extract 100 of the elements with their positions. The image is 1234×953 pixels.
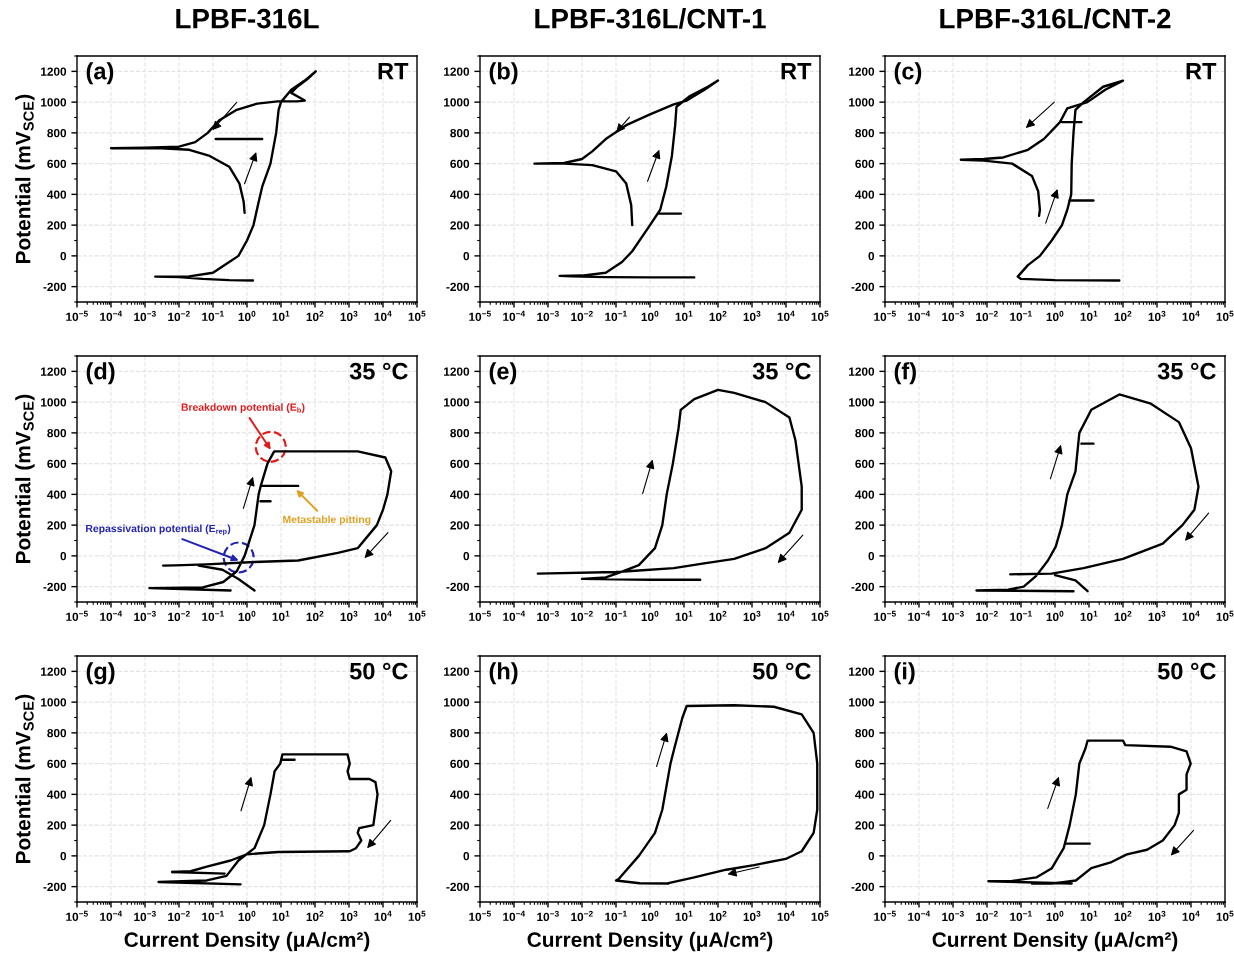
y-tick-label: 800 (47, 428, 67, 438)
x-tick-label: 10$^{2}$ (1114, 310, 1132, 322)
annotation: (i) (894, 662, 915, 685)
y-tick-label: 200 (450, 521, 470, 530)
y-tick-label: 1200 (849, 667, 875, 676)
y-axis-title: Potential (mV$_{SCE}$) (15, 694, 35, 864)
x-tick-label: 10$^{−2}$ (976, 310, 998, 322)
chart-title: LPBF-316L/CNT-2 (940, 8, 1171, 29)
x-tick-label: 10$^{−2}$ (571, 910, 593, 922)
y-tick-label: 400 (855, 790, 875, 799)
y-tick-label: 400 (47, 790, 67, 799)
y-tick-label: 600 (855, 159, 875, 169)
y-tick-label: 0 (463, 551, 470, 561)
x-tick-label: 10$^{1}$ (675, 910, 693, 921)
y-tick-label: 400 (450, 490, 470, 499)
y-tick-label: 400 (450, 190, 470, 199)
x-tick-label: 10$^{3}$ (340, 910, 358, 922)
x-tick-label: 10$^{−3}$ (942, 610, 964, 622)
y-tick-label: -200 (43, 582, 67, 592)
x-tick-label: 10$^{−4}$ (908, 610, 931, 621)
annotation: 35 °C (1157, 362, 1216, 380)
x-tick-label: 10$^{4}$ (777, 910, 795, 921)
x-tick-label: 10$^{4}$ (374, 310, 392, 321)
x-tick-label: 10$^{4}$ (1182, 910, 1200, 921)
y-tick-label: 200 (47, 221, 67, 230)
x-tick-label: 10$^{−1}$ (202, 310, 224, 321)
x-tick-label: 10$^{3}$ (1148, 610, 1166, 622)
y-tick-label: 800 (450, 128, 470, 138)
annotation: RT (378, 63, 409, 80)
x-tick-label: 10$^{5}$ (1216, 310, 1234, 321)
y-tick-label: 800 (47, 128, 67, 138)
x-tick-label: 10$^{5}$ (408, 910, 426, 921)
chart-title: LPBF-316L/CNT-1 (535, 8, 766, 29)
x-tick-label: 10$^{−5}$ (66, 310, 88, 321)
x-tick-label: 10$^{5}$ (408, 610, 426, 621)
x-tick-label: 10$^{−5}$ (66, 610, 88, 621)
x-tick-label: 10$^{0}$ (1046, 610, 1064, 622)
x-tick-label: 10$^{−1}$ (605, 610, 627, 621)
x-tick-label: 10$^{−2}$ (168, 910, 190, 922)
x-tick-label: 10$^{2}$ (306, 610, 324, 622)
x-tick-label: 10$^{−5}$ (874, 610, 896, 621)
x-axis-title: Current Density (μA/cm²) (124, 931, 370, 952)
x-tick-label: 10$^{2}$ (709, 610, 727, 622)
x-tick-label: 10$^{0}$ (238, 910, 256, 922)
annotation: RT (781, 63, 812, 80)
x-tick-label: 10$^{5}$ (811, 310, 829, 321)
y-tick-label: 0 (60, 851, 67, 861)
x-tick-label: 10$^{−1}$ (1010, 610, 1032, 621)
x-tick-label: 10$^{−4}$ (503, 910, 526, 921)
annotation: (f) (894, 362, 916, 385)
x-tick-label: 10$^{−2}$ (976, 610, 998, 622)
annotation: Repassivation potential (E$_{rep}$) (86, 524, 231, 536)
y-tick-label: 200 (450, 221, 470, 230)
x-tick-label: 10$^{1}$ (675, 310, 693, 321)
x-tick-label: 10$^{−4}$ (100, 910, 123, 921)
x-tick-label: 10$^{5}$ (811, 610, 829, 621)
x-tick-label: 10$^{−4}$ (503, 610, 526, 621)
x-tick-label: 10$^{1}$ (272, 310, 290, 321)
y-axis-title: Potential (mV$_{SCE}$) (15, 94, 35, 264)
y-tick-label: 1200 (444, 67, 470, 76)
y-tick-label: 1200 (849, 367, 875, 376)
x-tick-label: 10$^{1}$ (675, 610, 693, 621)
y-tick-label: 400 (47, 490, 67, 499)
x-tick-label: 10$^{2}$ (709, 910, 727, 922)
x-tick-label: 10$^{5}$ (1216, 610, 1234, 621)
y-tick-label: 0 (868, 851, 875, 861)
x-tick-label: 10$^{3}$ (340, 310, 358, 322)
x-tick-label: 10$^{5}$ (408, 310, 426, 321)
y-tick-label: -200 (43, 282, 67, 292)
x-tick-label: 10$^{−3}$ (942, 910, 964, 922)
annotation: Metastable pitting (283, 515, 371, 526)
x-tick-label: 10$^{4}$ (374, 610, 392, 621)
y-tick-label: 1000 (444, 398, 470, 407)
x-tick-label: 10$^{−1}$ (202, 610, 224, 621)
y-tick-label: 1000 (444, 698, 470, 707)
x-tick-label: 10$^{−3}$ (942, 310, 964, 322)
annotation: (c) (894, 62, 922, 85)
y-tick-label: 600 (450, 459, 470, 469)
x-tick-label: 10$^{3}$ (743, 310, 761, 322)
x-tick-label: 10$^{−2}$ (976, 910, 998, 922)
y-tick-label: 1000 (849, 398, 875, 407)
x-tick-label: 10$^{0}$ (641, 910, 659, 922)
y-tick-label: 800 (855, 428, 875, 438)
x-tick-label: 10$^{5}$ (811, 910, 829, 921)
y-tick-label: 800 (450, 728, 470, 738)
y-tick-label: 1000 (444, 98, 470, 107)
x-axis-title: Current Density (μA/cm²) (932, 931, 1178, 952)
y-tick-label: 0 (463, 251, 470, 261)
annotation: 35 °C (752, 362, 811, 380)
x-tick-label: 10$^{−2}$ (168, 310, 190, 322)
y-tick-label: 400 (47, 190, 67, 199)
y-tick-label: 800 (855, 128, 875, 138)
x-tick-label: 10$^{−2}$ (571, 610, 593, 622)
x-tick-label: 10$^{−4}$ (908, 910, 931, 921)
y-tick-label: -200 (851, 582, 875, 592)
x-tick-label: 10$^{−5}$ (874, 310, 896, 321)
x-tick-label: 10$^{4}$ (1182, 310, 1200, 321)
y-tick-label: 0 (60, 551, 67, 561)
y-tick-label: 600 (450, 159, 470, 169)
x-tick-label: 10$^{2}$ (306, 310, 324, 322)
